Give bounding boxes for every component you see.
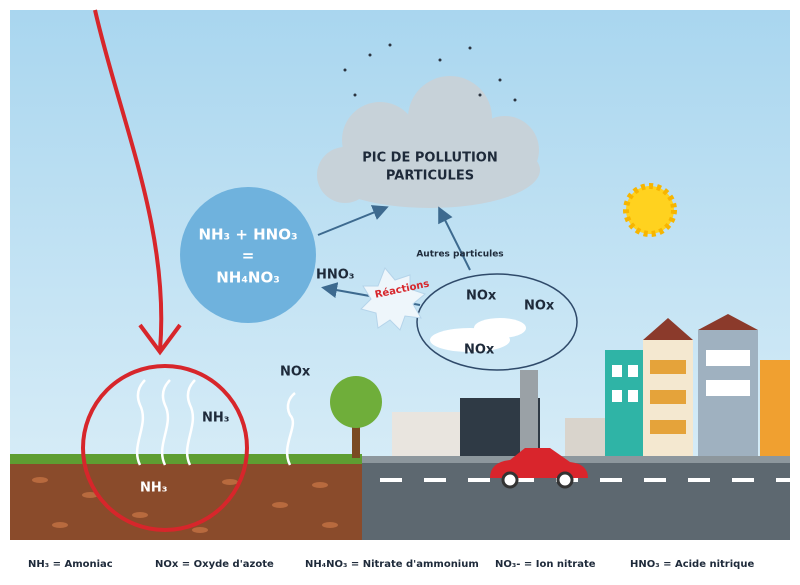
- nox-label: NOx: [464, 343, 495, 358]
- nh3-waves: [160, 379, 171, 466]
- windows: [612, 390, 622, 402]
- reaction-text: NH₄NO₃: [216, 269, 280, 287]
- legend-item: NO₃- = Ion nitrate: [495, 559, 596, 570]
- grass: [10, 454, 362, 464]
- particles: [478, 93, 482, 97]
- windows: [650, 390, 686, 404]
- particles: [388, 43, 392, 47]
- windows: [650, 420, 686, 434]
- nh3-label: NH₃: [140, 481, 167, 496]
- particles: [438, 58, 442, 62]
- particles: [468, 46, 472, 50]
- soil-dots: [52, 522, 68, 528]
- reaction-burst: [360, 267, 427, 331]
- legend-item: NH₃ = Amoniac: [28, 559, 113, 570]
- arrows: [438, 206, 471, 271]
- arrows: [317, 205, 389, 236]
- factory: [392, 412, 462, 456]
- soil-dots: [322, 522, 338, 528]
- nh3-waves: [185, 379, 196, 466]
- windows: [650, 360, 686, 434]
- cloud-text: PIC DE POLLUTION: [362, 151, 498, 166]
- building: [760, 360, 790, 456]
- wheel: [556, 471, 574, 489]
- windows: [706, 350, 750, 366]
- legend-item: NOx = Oxyde d'azote: [155, 559, 274, 570]
- reaction-text: =: [242, 247, 255, 265]
- legend-item: HNO₃ = Acide nitrique: [630, 559, 754, 570]
- nox-label: NOx: [466, 289, 497, 304]
- windows: [628, 390, 638, 402]
- particles: [498, 78, 502, 82]
- particles: [343, 68, 347, 72]
- nh3-waves: [135, 379, 296, 466]
- pollution-cloud: [317, 147, 373, 203]
- soil-dots: [192, 527, 208, 533]
- red-arrow: [93, 9, 164, 351]
- roof: [698, 314, 758, 330]
- windows: [706, 380, 750, 396]
- wheel: [501, 471, 519, 489]
- pollution-cloud: [471, 116, 539, 184]
- smoke: [430, 318, 526, 352]
- soil-dots: [32, 477, 48, 483]
- particles: [513, 98, 517, 102]
- particles: [343, 43, 517, 102]
- cloud-text: PARTICULES: [386, 169, 474, 184]
- soil-dots: [222, 479, 238, 485]
- nh3-label: NH₃: [202, 411, 229, 426]
- sidewalk: [362, 456, 790, 463]
- reaction-circle: [180, 187, 316, 323]
- windows: [612, 350, 750, 402]
- nox-label: NOx: [280, 365, 311, 380]
- hno3-label: HNO₃: [316, 268, 355, 283]
- soil-dots: [272, 502, 288, 508]
- soil-dots: [312, 482, 328, 488]
- pollution-cloud: [408, 76, 492, 160]
- nox-ellipse: [416, 273, 578, 371]
- car: [490, 448, 588, 478]
- particles: [353, 93, 357, 97]
- nox-label: NOx: [524, 299, 555, 314]
- red-arrow-head: [138, 323, 182, 356]
- smoke: [474, 318, 526, 338]
- roof: [643, 318, 693, 340]
- tree-crown: [330, 376, 382, 428]
- sun: [623, 183, 677, 237]
- legend-item: NH₄NO₃ = Nitrate d'ammonium: [305, 559, 479, 570]
- reaction-text: NH₃ + HNO₃: [198, 226, 297, 244]
- other-particles-label: Autres particules: [416, 250, 503, 260]
- legend: NH₃ = Amoniac NOx = Oxyde d'azote NH₄NO₃…: [28, 559, 754, 570]
- windows: [612, 365, 622, 377]
- windows: [628, 365, 638, 377]
- particles: [368, 53, 372, 57]
- nh3-waves: [135, 379, 146, 466]
- pollution-cloud: [317, 76, 540, 208]
- soil-dots: [82, 492, 98, 498]
- chimney: [520, 370, 538, 456]
- nh3-waves: [285, 392, 296, 466]
- windows: [650, 360, 686, 374]
- soil-dots: [32, 477, 338, 533]
- building-small: [565, 418, 605, 456]
- red-circle: [81, 364, 249, 532]
- soil-dots: [132, 512, 148, 518]
- tree-trunk: [352, 410, 360, 458]
